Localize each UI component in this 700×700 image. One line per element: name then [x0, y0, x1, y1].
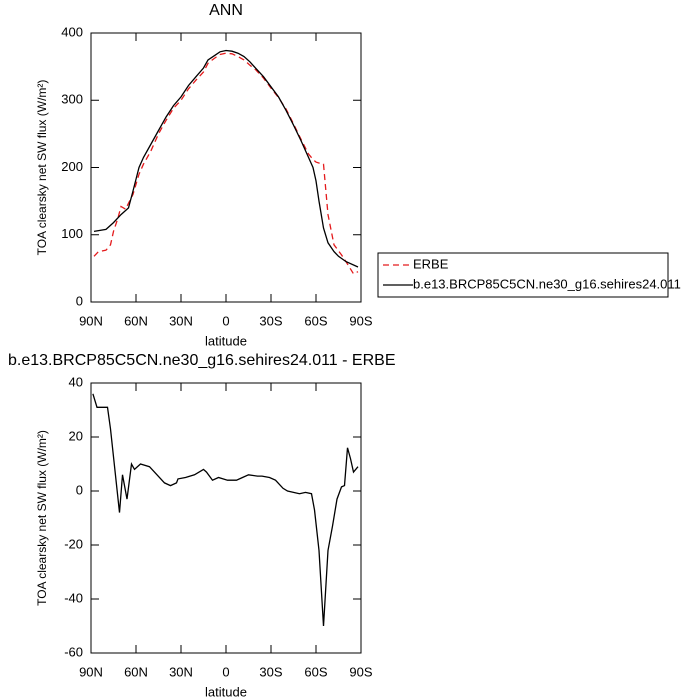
plot-frame — [90, 382, 362, 654]
y-axis-label: TOA clearsky net SW flux (W/m²) — [35, 80, 49, 256]
x-tick-label: 30S — [259, 313, 282, 328]
x-tick-label: 90N — [79, 664, 103, 679]
y-axis-label: TOA clearsky net SW flux (W/m²) — [35, 430, 49, 606]
y-tick-label: 400 — [61, 24, 83, 39]
y-tick-label: -60 — [64, 644, 83, 659]
x-tick-label: 0 — [222, 313, 229, 328]
x-tick-label: 60N — [124, 664, 148, 679]
x-tick-label: 60N — [124, 313, 148, 328]
x-tick-label: 30S — [259, 664, 282, 679]
x-tick-label: 90S — [349, 664, 372, 679]
x-axis-label: latitude — [205, 333, 247, 348]
y-tick-label: -20 — [64, 536, 83, 551]
x-tick-label: 0 — [222, 664, 229, 679]
x-tick-label: 90N — [79, 313, 103, 328]
series-line — [92, 393, 359, 627]
chart-title: ANN — [209, 2, 243, 19]
series-line — [93, 49, 359, 268]
plot-frame — [90, 32, 362, 303]
y-tick-label: -40 — [64, 590, 83, 605]
y-tick-label: 20 — [69, 428, 83, 443]
legend-box — [377, 252, 669, 298]
x-tick-label: 30N — [169, 664, 193, 679]
chart-title: b.e13.BRCP85C5CN.ne30_g16.sehires24.011 … — [8, 352, 396, 369]
y-tick-label: 0 — [76, 482, 83, 497]
legend-label: b.e13.BRCP85C5CN.ne30_g16.sehires24.011 — [413, 276, 681, 291]
y-tick-label: 100 — [61, 226, 83, 241]
x-tick-label: 90S — [349, 313, 372, 328]
legend-label: ERBE — [413, 256, 449, 271]
y-tick-label: 40 — [69, 374, 83, 389]
y-tick-label: 300 — [61, 92, 83, 107]
y-tick-label: 200 — [61, 159, 83, 174]
series-line — [93, 52, 359, 275]
x-tick-label: 30N — [169, 313, 193, 328]
x-tick-label: 60S — [304, 313, 327, 328]
y-tick-label: 0 — [76, 293, 83, 308]
x-axis-label: latitude — [205, 684, 247, 699]
x-tick-label: 60S — [304, 664, 327, 679]
